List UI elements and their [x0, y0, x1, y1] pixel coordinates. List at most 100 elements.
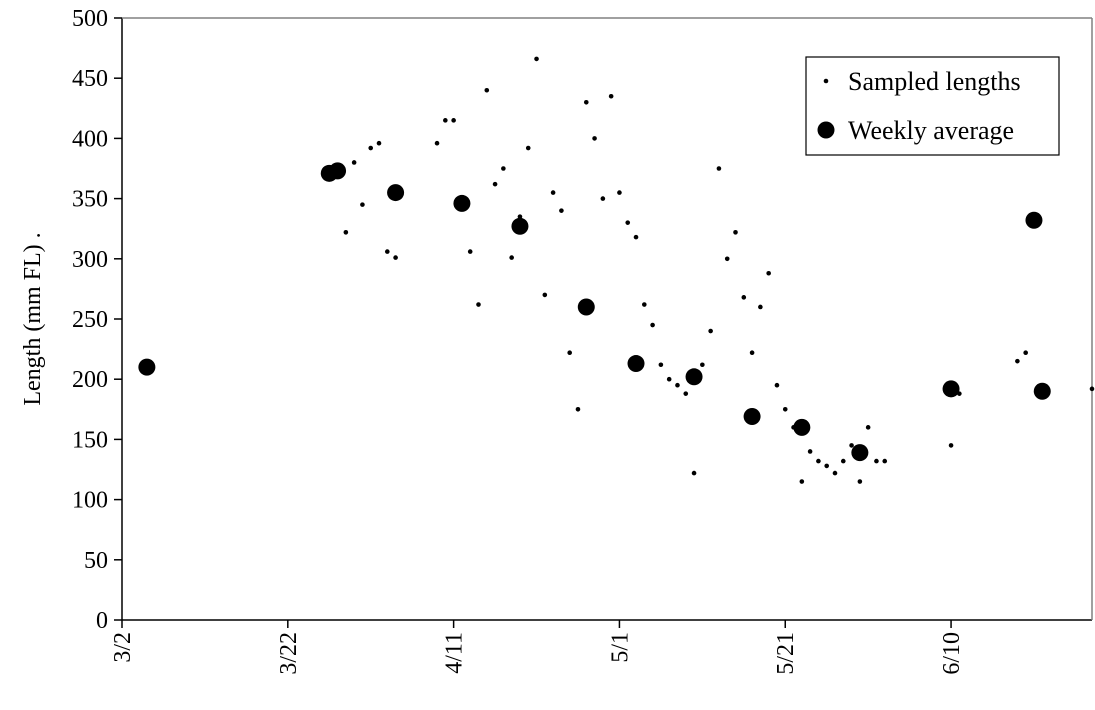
- y-tick-label: 350: [72, 187, 108, 213]
- sampled-length-point: [691, 470, 697, 476]
- sampled-length-point: [683, 391, 689, 396]
- weekly-average-point: [138, 358, 156, 376]
- sampled-length-point: [575, 407, 581, 412]
- weekly-average-point: [793, 418, 811, 436]
- weekly-average-point: [851, 444, 869, 462]
- sampled-length-point: [708, 328, 713, 334]
- sampled-length-point: [832, 470, 838, 476]
- legend-box: [805, 56, 1060, 156]
- y-tick-label: 400: [72, 126, 108, 152]
- y-axis-title: Length (mm FL) .: [20, 232, 46, 405]
- y-tick-label: 100: [72, 488, 108, 514]
- sampled-length-point: [384, 249, 390, 254]
- sampled-length-point: [948, 443, 954, 448]
- sampled-length-point: [592, 136, 597, 141]
- sampled-length-point: [1089, 386, 1095, 392]
- sampled-length-point: [1023, 350, 1028, 356]
- sampled-length-point: [550, 190, 556, 195]
- y-tick-label: 0: [96, 608, 108, 634]
- sampled-length-point: [716, 166, 722, 171]
- sampled-length-point: [600, 196, 606, 201]
- legend-marker-weekly-average: [817, 121, 835, 139]
- sampled-length-point: [658, 362, 664, 368]
- sampled-length-point: [840, 458, 846, 464]
- sampled-length-point: [816, 458, 821, 464]
- sampled-length-point: [567, 350, 572, 356]
- sampled-length-point: [368, 145, 374, 151]
- weekly-average-point: [1025, 211, 1043, 229]
- sampled-length-point: [534, 56, 539, 62]
- sampled-length-point: [517, 214, 523, 219]
- weekly-average-point: [329, 162, 347, 180]
- sampled-length-point: [484, 87, 490, 93]
- weekly-average-point: [577, 298, 595, 316]
- sampled-length-point: [857, 479, 863, 484]
- legend-label-weekly-average: Weekly average: [848, 116, 1014, 145]
- sampled-length-point: [467, 249, 473, 254]
- weekly-average-point: [453, 194, 471, 212]
- sampled-length-point: [351, 160, 357, 165]
- sampled-length-point: [882, 458, 888, 464]
- sampled-length-point: [633, 234, 639, 240]
- sampled-length-point: [617, 190, 622, 195]
- x-tick-label: 6/10: [939, 632, 965, 675]
- weekly-average-point: [1033, 382, 1051, 400]
- sampled-length-point: [666, 376, 672, 382]
- weekly-average-point: [685, 368, 703, 386]
- sampled-length-point: [749, 350, 755, 356]
- sampled-length-point: [1015, 358, 1020, 364]
- weekly-average-point: [743, 408, 761, 426]
- sampled-length-point: [608, 93, 614, 99]
- sampled-length-point: [865, 425, 871, 430]
- y-tick-label: 200: [72, 367, 108, 393]
- x-tick-label: 4/11: [442, 632, 468, 674]
- axes: [121, 17, 1093, 621]
- sampled-length-point: [492, 181, 498, 187]
- sampled-length-point: [542, 292, 548, 298]
- sampled-length-point: [451, 118, 456, 123]
- sampled-length-point: [642, 302, 647, 307]
- legend-marker-sampled-lengths: [823, 78, 829, 84]
- sampled-length-point: [509, 255, 514, 260]
- x-tick-label: 5/1: [607, 632, 633, 663]
- x-axis-ticks: 3/2 3/22 4/11 5/1 5/21 6/10: [110, 620, 965, 675]
- sampled-length-point: [443, 118, 448, 123]
- sampled-length-point: [807, 449, 813, 454]
- sampled-length-point: [525, 145, 531, 151]
- sampled-length-point: [774, 382, 780, 388]
- weekly-average-point: [942, 380, 960, 398]
- y-tick-label: 500: [72, 6, 108, 32]
- sampled-length-point: [343, 230, 349, 235]
- sampled-length-point: [741, 295, 747, 300]
- sampled-length-point: [583, 99, 589, 105]
- sampled-length-point: [675, 382, 680, 388]
- series-weekly-average: [138, 162, 1051, 462]
- sampled-length-point: [434, 140, 440, 146]
- sampled-length-point: [476, 302, 481, 307]
- sampled-length-point: [700, 362, 705, 368]
- x-tick-label: 3/22: [276, 632, 302, 675]
- sampled-length-point: [733, 230, 738, 235]
- y-axis-ticks: 0 50 100 150 200 250 300 350 400 450 500: [72, 6, 122, 634]
- y-tick-label: 50: [84, 548, 108, 574]
- legend-label-sampled-lengths: Sampled lengths: [848, 67, 1021, 96]
- sampled-length-point: [766, 270, 771, 276]
- weekly-average-point: [511, 217, 529, 235]
- sampled-length-point: [724, 256, 730, 262]
- y-tick-label: 450: [72, 66, 108, 92]
- sampled-length-point: [799, 479, 805, 484]
- y-tick-label: 250: [72, 307, 108, 333]
- sampled-length-point: [559, 208, 564, 213]
- sampled-length-point: [393, 255, 398, 260]
- x-tick-label: 5/21: [773, 632, 799, 675]
- sampled-length-point: [874, 458, 879, 464]
- weekly-average-point: [627, 355, 645, 373]
- sampled-length-point: [758, 304, 763, 310]
- sampled-length-point: [849, 443, 854, 448]
- y-tick-label: 300: [72, 247, 108, 273]
- x-tick-label: 3/2: [110, 632, 136, 663]
- sampled-length-point: [376, 140, 382, 146]
- legend: Sampled lengths Weekly average: [805, 56, 1060, 156]
- weekly-average-point: [387, 184, 405, 202]
